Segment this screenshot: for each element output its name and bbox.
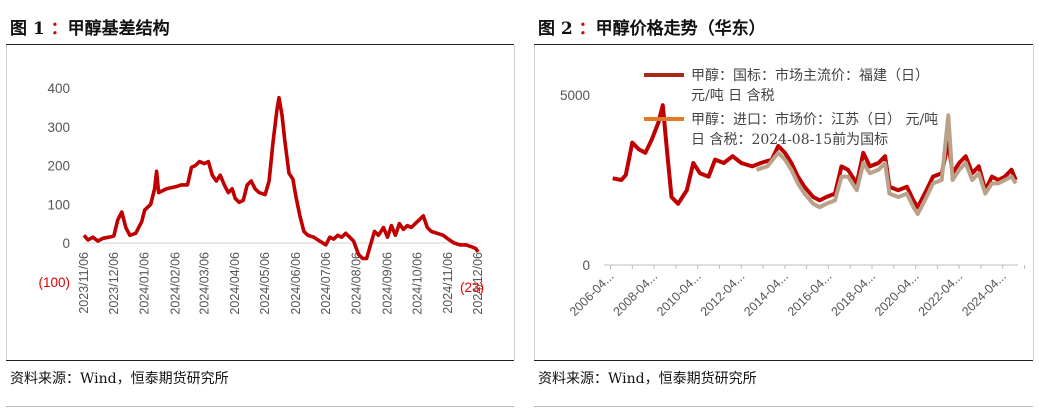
legend-entry: 甲醇：国标：市场主流价：福建（日） 元/吨 日 含税 <box>691 67 929 104</box>
x-tick-label: 2020-04... <box>872 269 922 319</box>
x-tick-label: 2024/03/06 <box>197 252 211 315</box>
x-tick-label: 2023/11/06 <box>77 252 91 314</box>
legend-entry-line: 甲醇：进口：市场价：江苏（日） 元/吨 <box>691 111 938 128</box>
x-tick-label: 2024/06/06 <box>289 252 303 315</box>
right-chart-panel: 图 2 ：甲醇价格走势（华东） 5000 0 2006-04... 2008-04..… <box>528 0 1039 408</box>
left-source-note: 资料来源：Wind，恒泰期货研究所 <box>10 371 229 387</box>
x-tick-label: 2024-04... <box>959 269 1009 319</box>
left-chart-panel: 图 1 ：甲醇基差结构 400 300 200 100 0 (100) 2023/11/06… <box>6 19 515 407</box>
x-tick-label: 2024/08/06 <box>350 252 364 315</box>
basis-series-line <box>82 95 480 261</box>
y-tick-label: 0 <box>582 258 590 273</box>
x-tick-label: 2024/10/06 <box>410 252 424 315</box>
x-tick-label: 2023/12/06 <box>107 252 121 315</box>
y-tick-label: 300 <box>47 120 70 135</box>
x-tick-label: 2024/02/06 <box>169 252 183 315</box>
fujian-price-line <box>612 103 1018 210</box>
left-source-rule <box>6 360 514 361</box>
x-tick-label: 2006-04... <box>567 269 617 319</box>
right-frame-right <box>1033 45 1034 360</box>
left-frame-right <box>514 45 515 360</box>
x-tick-label: 2014-04... <box>741 269 791 319</box>
y-tick-label: 100 <box>47 197 70 212</box>
x-tick-label: 2024/09/06 <box>380 252 394 315</box>
jiangsu-import-price-line <box>755 113 1018 216</box>
right-chart-title: 图 2 ：甲醇价格走势（华东） <box>538 19 766 39</box>
x-tick-label: 2016-04... <box>785 269 835 319</box>
x-tick-label: 2018-04... <box>828 269 878 319</box>
last-value-label: (23) <box>460 280 484 295</box>
right-bottom-rule <box>534 406 1033 407</box>
x-tick-label: 2022-04... <box>916 269 966 319</box>
legend-entry-line: 元/吨 日 含税 <box>691 88 775 104</box>
y-tick-label: (100) <box>38 275 70 290</box>
y-tick-label: 0 <box>62 236 70 251</box>
left-frame-left <box>6 45 7 360</box>
y-tick-label: 400 <box>47 81 70 96</box>
x-tick-label: 2024/01/06 <box>138 252 152 315</box>
x-tick-label: 2024/12/06 <box>471 252 485 315</box>
right-source-rule <box>534 360 1033 361</box>
y-tick-label: 5000 <box>560 88 590 103</box>
x-tick-label: 2008-04... <box>611 269 661 319</box>
x-tick-label: 2024/05/06 <box>258 252 272 315</box>
right-title-rule <box>534 44 1033 45</box>
left-bottom-rule <box>6 406 514 407</box>
right-frame-left <box>534 45 535 360</box>
x-tick-label: 2024/04/06 <box>228 252 242 315</box>
basis-chart: 400 300 200 100 0 (100) 2023/11/06 2023/12/06 20… <box>38 81 485 315</box>
x-tick-label: 2012-04... <box>698 269 748 319</box>
x-tick-label: 2010-04... <box>654 269 704 319</box>
price-chart: 5000 02006-04...2008-04...2010-04...2012-… <box>560 67 1026 319</box>
right-source-note: 资料来源：Wind，恒泰期货研究所 <box>538 371 757 387</box>
left-title-rule <box>6 44 514 45</box>
legend-entry-line: 日 含税：2024-08-15前为国标 <box>691 131 888 148</box>
legend-entry-line: 甲醇：国标：市场主流价：福建（日） <box>691 67 929 84</box>
x-tick-label: 2024/07/06 <box>319 252 333 315</box>
left-chart-title: 图 1 ：甲醇基差结构 <box>10 19 170 39</box>
y-tick-label: 200 <box>47 159 70 174</box>
legend-entry: 甲醇：进口：市场价：江苏（日） 元/吨日 含税：2024-08-15前为国标 <box>691 111 938 148</box>
x-tick-label: 2024/11/06 <box>441 252 455 314</box>
